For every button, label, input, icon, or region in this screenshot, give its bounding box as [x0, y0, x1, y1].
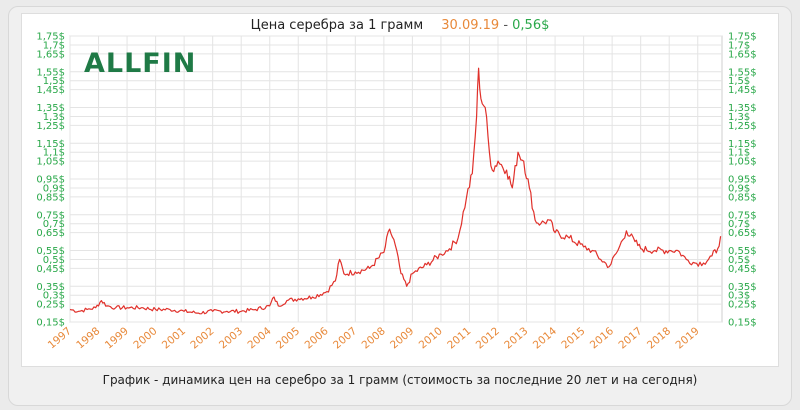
x-tick-label: 2016 — [588, 325, 616, 352]
y-tick-label-right: 1,25$ — [728, 121, 757, 132]
y-tick-label-right: 1,3$ — [728, 112, 750, 123]
y-tick-label-left: 0,45$ — [36, 264, 65, 275]
y-tick-label-right: 1,05$ — [728, 157, 757, 168]
y-tick-label-left: 0,25$ — [36, 300, 65, 311]
y-tick-label-right: 0,5$ — [728, 255, 750, 266]
y-tick-label-right: 0,95$ — [728, 175, 757, 186]
x-tick-label: 2012 — [474, 325, 502, 351]
y-tick-label-right: 1,1$ — [728, 148, 750, 159]
header-separator: - — [503, 18, 509, 33]
x-tick-label: 2014 — [531, 325, 559, 352]
x-tick-label: 2017 — [616, 325, 644, 351]
silver-price-line — [69, 67, 722, 315]
x-tick-label: 1998 — [74, 325, 102, 351]
y-tick-label-left: 0,55$ — [36, 246, 65, 257]
allfin-logo: ALLFIN — [84, 48, 197, 79]
y-tick-label-right: 0,35$ — [728, 282, 757, 293]
y-tick-label-left: 0,65$ — [36, 228, 65, 239]
y-tick-label-left: 0,15$ — [36, 318, 65, 329]
x-tick-label: 2003 — [217, 325, 245, 351]
x-tick-label: 2006 — [303, 325, 331, 352]
x-tick-label: 2018 — [645, 325, 673, 351]
y-tick-label-right: 1,35$ — [728, 103, 757, 114]
y-tick-label-left: 0,7$ — [43, 219, 65, 230]
y-tick-label-right: 1,45$ — [728, 85, 757, 96]
y-tick-label-right: 0,85$ — [728, 192, 757, 203]
x-tick-label: 2001 — [160, 325, 188, 351]
y-tick-label-left: 1,75$ — [36, 32, 65, 43]
y-tick-label-right: 1,15$ — [728, 139, 757, 150]
y-tick-label-left: 1,15$ — [36, 139, 65, 150]
y-tick-label-left: 1,65$ — [36, 49, 65, 60]
y-tick-label-right: 0,55$ — [728, 246, 757, 257]
x-tick-label: 2019 — [673, 325, 701, 351]
price-date: 30.09.19 — [441, 18, 500, 33]
current-price: 0,56$ — [512, 18, 550, 33]
y-tick-label-right: 1,65$ — [728, 49, 757, 60]
y-tick-label-left: 1,25$ — [36, 121, 65, 132]
y-tick-label-left: 1,5$ — [43, 76, 65, 87]
y-tick-label-left: 1,7$ — [43, 40, 65, 51]
y-tick-label-right: 1,75$ — [728, 32, 757, 43]
x-tick-label: 2010 — [417, 325, 445, 351]
y-tick-label-left: 1,1$ — [43, 148, 65, 159]
y-tick-label-left: 1,45$ — [36, 85, 65, 96]
y-tick-label-left: 1,05$ — [36, 157, 65, 168]
y-tick-label-left: 0,3$ — [43, 291, 65, 302]
y-tick-label-right: 1,55$ — [728, 67, 757, 78]
x-tick-label: 2007 — [331, 325, 359, 351]
y-tick-label-right: 0,3$ — [728, 291, 750, 302]
y-tick-label-left: 0,95$ — [36, 175, 65, 186]
chart-title: Цена серебра за 1 грамм — [250, 18, 424, 33]
y-tick-label-left: 1,55$ — [36, 67, 65, 78]
y-tick-label-right: 0,75$ — [728, 210, 757, 221]
y-tick-label-left: 1,3$ — [43, 112, 65, 123]
chart-caption: График - динамика цен на серебро за 1 гр… — [102, 373, 698, 387]
y-tick-label-left: 0,75$ — [36, 210, 65, 221]
y-tick-label-right: 1,7$ — [728, 40, 750, 51]
x-tick-label: 2004 — [245, 325, 273, 352]
y-tick-label-left: 0,5$ — [43, 255, 65, 266]
x-tick-label: 2011 — [445, 325, 473, 351]
y-tick-label-left: 0,9$ — [43, 183, 65, 194]
y-tick-label-right: 0,45$ — [728, 264, 757, 275]
chart-header: Цена серебра за 1 грамм 30.09.19 - 0,56$ — [0, 18, 800, 33]
x-tick-label: 2000 — [131, 325, 159, 351]
x-tick-label: 1997 — [46, 325, 74, 351]
y-tick-label-right: 0,7$ — [728, 219, 750, 230]
x-tick-label: 2015 — [559, 325, 587, 351]
y-tick-label-left: 1,35$ — [36, 103, 65, 114]
x-tick-label: 2009 — [388, 325, 416, 351]
y-tick-label-right: 0,25$ — [728, 300, 757, 311]
y-tick-label-right: 0,15$ — [728, 318, 757, 329]
x-tick-label: 2008 — [360, 325, 388, 351]
y-tick-label-left: 0,35$ — [36, 282, 65, 293]
y-tick-label-right: 1,5$ — [728, 76, 750, 87]
x-tick-label: 2005 — [274, 325, 302, 351]
y-tick-label-right: 0,65$ — [728, 228, 757, 239]
x-tick-label: 1999 — [103, 325, 131, 351]
x-tick-label: 2013 — [502, 325, 530, 351]
x-tick-label: 2002 — [188, 325, 216, 351]
y-tick-label-left: 0,85$ — [36, 192, 65, 203]
y-tick-label-right: 0,9$ — [728, 183, 750, 194]
